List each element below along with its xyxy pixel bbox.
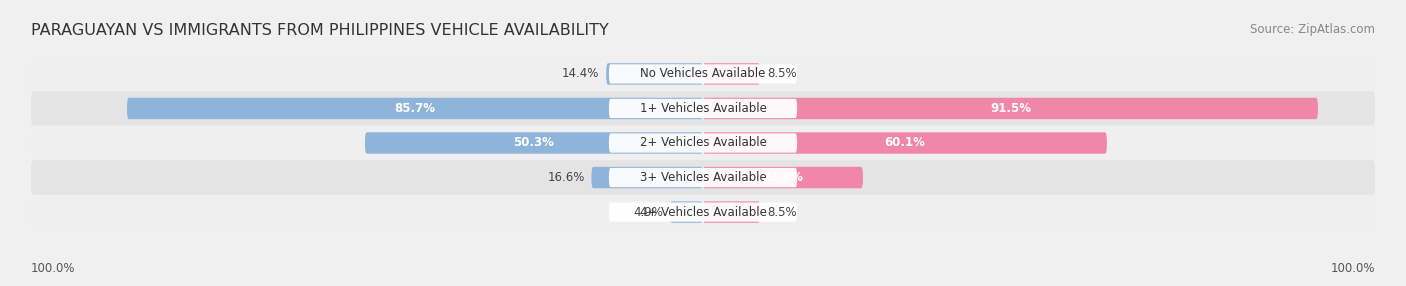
FancyBboxPatch shape: [609, 64, 797, 84]
FancyBboxPatch shape: [703, 167, 863, 188]
Text: No Vehicles Available: No Vehicles Available: [640, 67, 766, 80]
FancyBboxPatch shape: [703, 201, 761, 223]
FancyBboxPatch shape: [31, 160, 1375, 195]
Text: 3+ Vehicles Available: 3+ Vehicles Available: [640, 171, 766, 184]
FancyBboxPatch shape: [31, 91, 1375, 126]
Text: 8.5%: 8.5%: [766, 67, 796, 80]
FancyBboxPatch shape: [31, 195, 1375, 229]
Text: 2+ Vehicles Available: 2+ Vehicles Available: [640, 136, 766, 150]
Text: 14.4%: 14.4%: [562, 67, 599, 80]
Text: 50.3%: 50.3%: [513, 136, 554, 150]
FancyBboxPatch shape: [609, 133, 797, 153]
Text: 100.0%: 100.0%: [1330, 262, 1375, 275]
FancyBboxPatch shape: [366, 132, 703, 154]
Text: 1+ Vehicles Available: 1+ Vehicles Available: [640, 102, 766, 115]
FancyBboxPatch shape: [703, 132, 1107, 154]
FancyBboxPatch shape: [609, 202, 797, 222]
Text: 85.7%: 85.7%: [395, 102, 436, 115]
FancyBboxPatch shape: [31, 57, 1375, 91]
Text: 91.5%: 91.5%: [990, 102, 1031, 115]
Text: Source: ZipAtlas.com: Source: ZipAtlas.com: [1250, 23, 1375, 36]
FancyBboxPatch shape: [703, 98, 1317, 119]
Text: 60.1%: 60.1%: [884, 136, 925, 150]
Text: 16.6%: 16.6%: [547, 171, 585, 184]
Text: 23.8%: 23.8%: [762, 171, 803, 184]
FancyBboxPatch shape: [703, 63, 761, 85]
FancyBboxPatch shape: [592, 167, 703, 188]
FancyBboxPatch shape: [606, 63, 703, 85]
Text: 100.0%: 100.0%: [31, 262, 76, 275]
Text: 4+ Vehicles Available: 4+ Vehicles Available: [640, 206, 766, 219]
Text: 4.9%: 4.9%: [634, 206, 664, 219]
FancyBboxPatch shape: [31, 126, 1375, 160]
Text: PARAGUAYAN VS IMMIGRANTS FROM PHILIPPINES VEHICLE AVAILABILITY: PARAGUAYAN VS IMMIGRANTS FROM PHILIPPINE…: [31, 23, 609, 38]
Text: 8.5%: 8.5%: [766, 206, 796, 219]
FancyBboxPatch shape: [609, 99, 797, 118]
FancyBboxPatch shape: [671, 201, 703, 223]
FancyBboxPatch shape: [609, 168, 797, 187]
FancyBboxPatch shape: [127, 98, 703, 119]
